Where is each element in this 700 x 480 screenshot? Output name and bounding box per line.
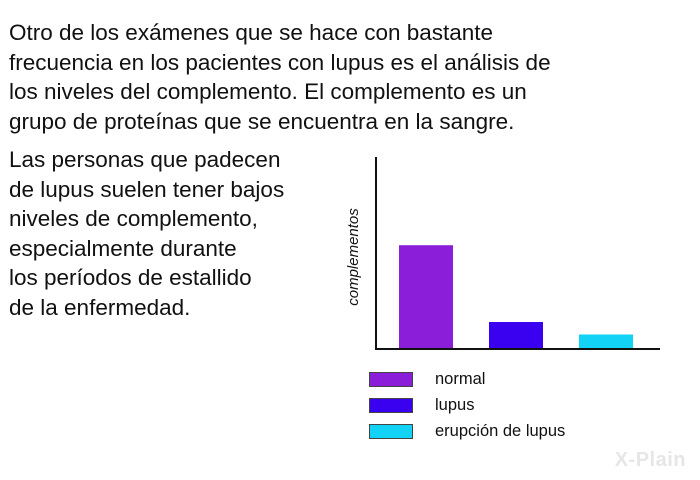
side-line: niveles de complemento, xyxy=(9,206,258,231)
intro-line: grupo de proteínas que se encuentra en l… xyxy=(9,108,515,134)
chart-legend: normal lupus erupción de lupus xyxy=(369,366,565,444)
legend-item: normal xyxy=(369,366,565,392)
intro-paragraph: Otro de los exámenes que se hace con bas… xyxy=(9,18,689,136)
side-line: especialmente durante xyxy=(9,235,237,261)
legend-swatch-normal xyxy=(369,371,413,387)
side-line: Las personas que padecen xyxy=(9,147,281,172)
legend-item: erupción de lupus xyxy=(369,418,565,444)
legend-item: lupus xyxy=(369,392,565,418)
bar-1 xyxy=(489,322,543,349)
legend-label-normal: normal xyxy=(435,369,486,388)
legend-swatch-lupus xyxy=(369,397,413,413)
legend-swatch-flare xyxy=(369,423,413,439)
bar-0 xyxy=(399,245,453,349)
side-line: de lupus suelen tener bajos xyxy=(9,176,285,202)
legend-label-lupus: lupus xyxy=(435,395,475,414)
bar-chart: complementos xyxy=(345,157,660,350)
y-axis-label: complementos xyxy=(345,208,362,306)
bar-2 xyxy=(579,334,633,349)
xplain-logo: X-Plain xyxy=(614,449,686,471)
intro-line: Otro de los exámenes que se hace con bas… xyxy=(9,20,494,45)
intro-line: frecuencia en los pacientes con lupus es… xyxy=(9,49,551,75)
side-line: de la enfermedad. xyxy=(9,294,191,320)
intro-line: los niveles del complemento. El compleme… xyxy=(9,79,527,104)
side-paragraph: Las personas que padecen de lupus suelen… xyxy=(9,145,349,322)
legend-label-flare: erupción de lupus xyxy=(435,421,566,440)
side-line: los períodos de estallido xyxy=(9,265,252,290)
